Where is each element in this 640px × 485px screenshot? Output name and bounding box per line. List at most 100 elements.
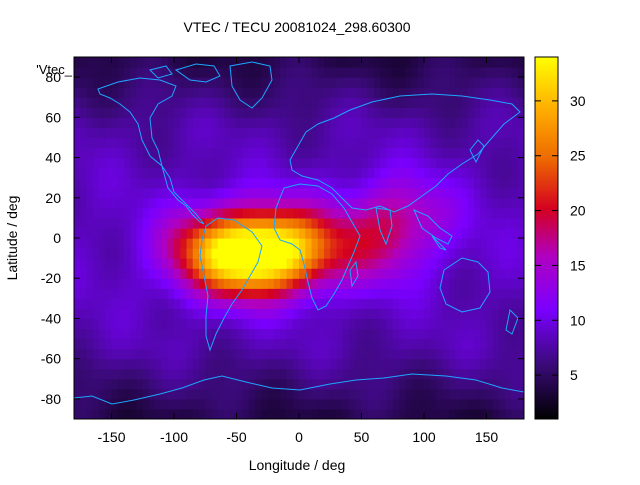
heatmap-cell: [236, 97, 244, 108]
heatmap-cell: [455, 157, 463, 169]
heatmap-cell: [111, 197, 119, 209]
heatmap-cell: [199, 258, 206, 269]
heatmap-cell: [161, 318, 169, 330]
heatmap-cell: [230, 187, 238, 199]
heatmap-cell: [74, 248, 81, 259]
heatmap-cell: [342, 288, 350, 299]
heatmap-cell: [111, 348, 119, 360]
heatmap-cell: [155, 87, 163, 98]
heatmap-cell: [336, 217, 344, 229]
heatmap-cell: [155, 97, 163, 108]
x-tick-label: 0: [295, 429, 303, 445]
heatmap-cell: [236, 197, 244, 209]
heatmap-cell: [374, 338, 381, 350]
heatmap-cell: [311, 258, 319, 269]
heatmap-cell: [492, 117, 500, 128]
heatmap-cell: [99, 147, 106, 159]
heatmap-cell: [380, 408, 388, 419]
heatmap-cell: [317, 77, 325, 88]
heatmap-cell: [86, 127, 94, 139]
heatmap-cell: [336, 77, 344, 88]
coastline-north-america: [97, 77, 205, 225]
heatmap-cell: [192, 378, 200, 390]
heatmap-cell: [274, 248, 281, 259]
heatmap-cell: [449, 117, 456, 128]
heatmap-cell: [405, 207, 413, 219]
heatmap-cell: [105, 268, 113, 279]
heatmap-cell: [492, 177, 500, 189]
heatmap-cell: [174, 57, 181, 68]
heatmap-cell: [505, 288, 513, 299]
heatmap-cell: [349, 258, 356, 269]
heatmap-cell: [261, 408, 269, 419]
heatmap-cell: [311, 117, 319, 128]
heatmap-cell: [186, 127, 194, 139]
heatmap-cell: [205, 308, 213, 320]
heatmap-cell: [305, 177, 313, 189]
heatmap-cell: [511, 57, 519, 68]
heatmap-cell: [311, 147, 319, 159]
heatmap-cell: [186, 67, 194, 78]
heatmap-cell: [324, 227, 331, 239]
heatmap-cell: [474, 308, 481, 320]
heatmap-cell: [292, 348, 300, 360]
heatmap-cell: [174, 217, 181, 229]
heatmap-cell: [249, 187, 256, 199]
heatmap-cell: [274, 117, 281, 128]
heatmap-cell: [236, 318, 244, 330]
heatmap-cell: [361, 358, 369, 370]
heatmap-cell: [436, 157, 444, 169]
heatmap-cell: [211, 67, 219, 78]
heatmap-cell: [399, 97, 406, 108]
heatmap-cell: [136, 368, 144, 380]
heatmap-cell: [349, 298, 356, 309]
heatmap-cell: [199, 318, 206, 330]
heatmap-cell: [467, 137, 475, 149]
heatmap-cell: [455, 227, 463, 239]
heatmap-cell: [149, 248, 156, 259]
heatmap-cell: [349, 338, 356, 350]
heatmap-cell: [317, 258, 325, 269]
heatmap-cell: [261, 348, 269, 360]
colorbar-tick-label: 5: [570, 367, 578, 383]
heatmap-cell: [261, 127, 269, 139]
heatmap-cell: [149, 157, 156, 169]
heatmap-cell: [224, 157, 231, 169]
heatmap-cell: [211, 348, 219, 360]
heatmap-cell: [417, 378, 425, 390]
heatmap-cell: [455, 177, 463, 189]
heatmap-cell: [267, 177, 275, 189]
heatmap-cell: [186, 328, 194, 340]
heatmap-cell: [361, 378, 369, 390]
heatmap-cell: [274, 328, 281, 340]
heatmap-cell: [374, 408, 381, 419]
heatmap-cell: [517, 147, 524, 159]
heatmap-cell: [374, 217, 381, 229]
heatmap-cell: [336, 67, 344, 78]
heatmap-cell: [74, 378, 81, 390]
heatmap-cell: [261, 177, 269, 189]
heatmap-cell: [336, 328, 344, 340]
heatmap-cell: [317, 408, 325, 419]
heatmap-cell: [442, 187, 450, 199]
heatmap-cell: [255, 408, 263, 419]
heatmap-cell: [199, 408, 206, 419]
heatmap-cell: [74, 238, 81, 249]
heatmap-cell: [199, 378, 206, 390]
heatmap-cell: [155, 127, 163, 139]
heatmap-cell: [505, 328, 513, 340]
heatmap-cell: [167, 288, 175, 299]
heatmap-cell: [217, 197, 225, 209]
heatmap-cell: [380, 388, 388, 400]
heatmap-cell: [211, 227, 219, 239]
heatmap-cell: [399, 388, 406, 400]
heatmap-cell: [311, 348, 319, 360]
heatmap-cell: [80, 388, 88, 400]
heatmap-cell: [461, 358, 469, 370]
heatmap-cell: [361, 107, 369, 118]
heatmap-cell: [299, 77, 306, 88]
heatmap-cell: [274, 167, 281, 179]
heatmap-cell: [324, 318, 331, 330]
heatmap-cell: [317, 157, 325, 169]
heatmap-cell: [411, 328, 419, 340]
